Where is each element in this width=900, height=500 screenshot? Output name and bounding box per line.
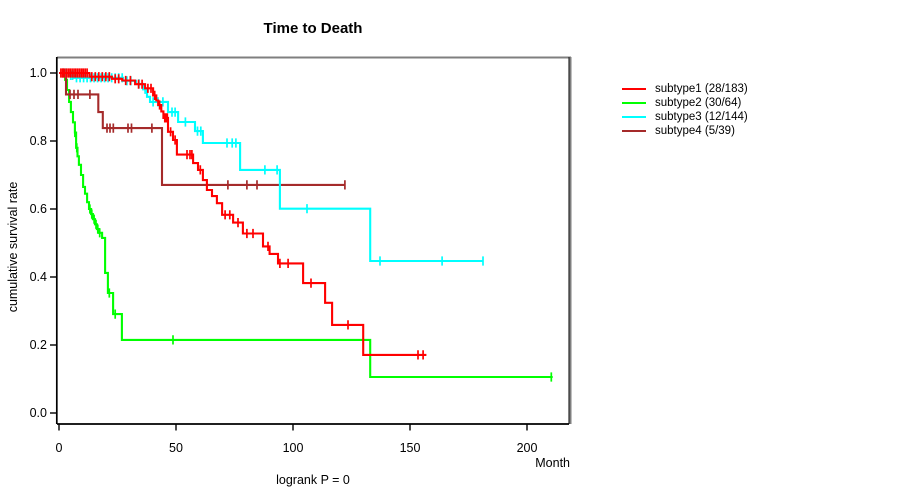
legend: subtype1 (28/183) subtype2 (30/64) subtype… (622, 82, 748, 138)
x-tick-label: 100 (283, 441, 304, 455)
curve-subtype3 (59, 71, 484, 263)
y-tick-label: 1.0 (30, 66, 47, 80)
legend-label-subtype4: subtype4 (5/39) (655, 125, 735, 137)
legend-item-subtype3: subtype3 (12/144) (622, 110, 748, 124)
y-tick-label: 0.8 (30, 134, 47, 148)
censor-marks-subtype1 (60, 68, 424, 360)
y-tick-label: 0.2 (30, 338, 47, 352)
legend-line-swatch-subtype4 (622, 129, 646, 133)
legend-line-swatch-subtype1 (622, 87, 646, 91)
logrank-footnote: logrank P = 0 (276, 473, 350, 487)
x-axis-unit-label: Month (535, 456, 570, 470)
legend-line-swatch-subtype2 (622, 101, 646, 105)
censor-marks-subtype3 (65, 68, 484, 266)
x-tick-label: 50 (169, 441, 183, 455)
y-axis-label: cumulative survival rate (6, 181, 20, 313)
legend-label-subtype2: subtype2 (30/64) (655, 97, 742, 109)
y-tick-label: 0.4 (30, 270, 47, 284)
curve-subtype4 (59, 71, 345, 186)
x-tick-label: 150 (400, 441, 421, 455)
curve-subtype1 (59, 71, 427, 356)
legend-item-subtype4: subtype4 (5/39) (622, 124, 748, 138)
x-tick-label: 200 (517, 441, 538, 455)
legend-item-subtype1: subtype1 (28/183) (622, 82, 748, 96)
legend-item-subtype2: subtype2 (30/64) (622, 96, 748, 110)
x-tick-label: 0 (56, 441, 63, 455)
curve-subtype2 (59, 71, 553, 379)
legend-line-swatch-subtype3 (622, 115, 646, 119)
y-tick-label: 0.6 (30, 202, 47, 216)
legend-label-subtype3: subtype3 (12/144) (655, 111, 748, 123)
censor-marks-subtype2 (74, 127, 553, 382)
chart-title: Time to Death (263, 20, 363, 37)
y-tick-label: 0.0 (30, 406, 47, 420)
legend-label-subtype1: subtype1 (28/183) (655, 83, 748, 95)
